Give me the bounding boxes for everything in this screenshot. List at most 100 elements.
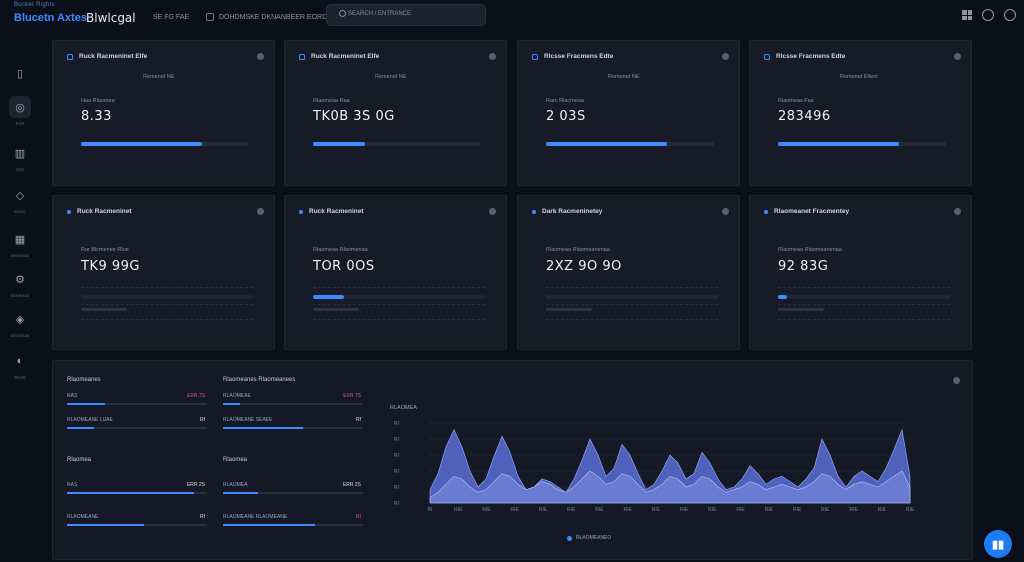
card-title-text: Rlcsse Fracmens Edte [544,53,614,60]
apps-grid-icon[interactable] [962,10,972,20]
sidebar-item-4[interactable]: ▦ EHASEAE [0,228,40,259]
x-tick-label: RIE [708,507,717,513]
more-options-icon[interactable] [722,53,729,60]
progress-bar [778,142,946,146]
metric-card[interactable]: Rlaomeanet Fracmentey Rlaomeaa Rlaomeanen… [749,195,972,350]
area-series-1 [429,470,911,504]
card-title-text: Rlaomeanet Fracmentey [774,208,850,215]
breadcrumb[interactable]: SE FG FAE [153,14,190,21]
metric-card[interactable]: Rlcsse Fracmens Edte Remenet NE Ram Rlacme… [517,40,740,186]
progress-bar [313,295,485,299]
progress-fill [546,142,667,146]
sidebar-item-0[interactable]: ▯ [0,62,40,87]
x-tick-label: RIE [511,507,520,513]
card-metric-value: TK0B 3S 0G [313,109,395,124]
more-options-icon[interactable] [257,53,264,60]
x-tick-label: RIE [652,507,661,513]
more-options-icon[interactable] [953,377,960,384]
card-metric-label: Rar Blcmenee Rlue [81,247,129,253]
brand-name: Blwlcgal [86,11,136,25]
stat-row-value: ERR 2S [342,482,361,488]
divider [546,304,718,305]
card-metric-value: 92 83G [778,259,829,274]
stat-row-label: RLAOMEAE [223,393,251,399]
more-options-icon[interactable] [489,53,496,60]
sidebar-item-label: EDSSHAS [10,293,30,298]
card-status-icon [764,209,768,214]
metric-card[interactable]: Ruck Racmeninet Elfe Remenet NE Rlaomeaa R… [284,40,507,186]
y-tick-label: RI [394,421,399,427]
more-options-icon[interactable] [954,208,961,215]
more-options-icon[interactable] [257,208,264,215]
users-icon: ◈ [15,313,25,326]
stat-row-fill [223,427,303,429]
card-metric-label: Rlaomeaa Raa [313,98,350,104]
sidebar-item-6[interactable]: ◈ GEOSSAE [0,308,40,339]
metric-card[interactable]: Ruck Racmeninet Rlaomeaa Rlaomenaa TOR 0OS [284,195,507,350]
more-options-icon[interactable] [722,208,729,215]
progress-fill [313,142,366,146]
chart-title: RLAOMEA [390,405,417,411]
stat-row-bar [223,427,363,429]
panel-section-title: Rlaomeanes Rlaomeanees [223,377,296,383]
chart-legend[interactable]: RLAOMEANEO [567,535,611,541]
panel-section-title: Rlaomeanes [67,377,101,383]
divider [81,287,253,288]
card-metric-label: Rlaomeaa Rlaomeanenaa [778,247,842,253]
x-tick-label: RIE [567,507,576,513]
metric-card[interactable]: Dark Racmeninetey Rlaomeaa Rlaomeanenaa 2X… [517,195,740,350]
sidebar-item-2[interactable]: ▥ SCE [0,142,40,173]
brand-logo-text[interactable]: Blucetn Axtes [14,12,87,24]
shield-icon: ◇ [15,189,25,202]
stat-row-label: RAS [67,393,78,399]
card-metric-label: Rlaomeaa Rlaomeanenaa [546,247,610,253]
search-input[interactable] [326,4,486,26]
top-bar: Bucket Rights Blucetn Axtes Blwlcgal SE … [0,0,1024,34]
card-title-text: Dark Racmeninetey [542,208,603,215]
user-avatar-icon[interactable] [1004,9,1016,21]
brand-tagline: Bucket Rights [14,2,55,8]
more-options-icon[interactable] [954,53,961,60]
sidebar-item-label: RUSS [14,375,26,380]
card-title: Ruck Racmeninet [299,208,364,215]
card-status-icon [67,209,71,214]
card-title-text: Rlcsse Fracmens Edte [776,53,846,60]
stat-row-fill [67,524,144,526]
y-tick-label: RI [394,437,399,443]
metric-card[interactable]: Rlcsse Fracmens Edte Remenet Ellem Rlaomea… [749,40,972,186]
progress-fill [81,142,202,146]
fab-button[interactable]: ▮▮ [984,530,1012,558]
x-tick-label: RIE [539,507,548,513]
card-title-text: Ruck Racmeninet [77,208,132,215]
secondary-bar [81,308,127,311]
metric-card[interactable]: Ruck Racmeninet Rar Blcmenee Rlue TK9 99G [52,195,275,350]
card-title: Ruck Racmeninet [67,208,132,215]
dashboard-icon: ◎ [9,96,31,118]
card-metric-label: Rlaomeas Fae [778,98,814,104]
metric-card[interactable]: Ruck Racmeninet Elfe Remenet NE Haa Rlaome… [52,40,275,186]
sidebar-item-7[interactable]: ◐ RUSS [0,350,40,380]
card-metric-value: 2XZ 9O 9O [546,259,622,274]
top-nav-label[interactable]: DOHDMSKE DKNANBEER EORD [219,13,328,21]
info-icon[interactable] [982,9,994,21]
stat-row-label: RLAOMEANE [67,514,99,520]
sidebar-item-3[interactable]: ◇ EUGS [0,184,40,215]
stat-row-label: RAS [67,482,78,488]
x-tick-label: RIE [595,507,604,513]
card-title-text: Ruck Racmeninet [309,208,364,215]
more-options-icon[interactable] [489,208,496,215]
sidebar-item-5[interactable]: ⚙ EDSSHAS [0,268,40,299]
top-nav[interactable]: DOHDMSKE DKNANBEER EORD [206,13,327,21]
sidebar: ▯ ◎ FOR ▥ SCE ◇ EUGS ▦ EHASEAE ⚙ EDSSHAS ◈ GEOSSAE ◐ R… [0,34,40,562]
card-title-text: Ruck Racmeninet Elfe [311,53,380,60]
x-tick-label: RIE [736,507,745,513]
clipboard-icon: ▯ [16,67,24,80]
card-subtitle: Remenet NE [375,74,407,80]
y-tick-label: RI [394,469,399,475]
sidebar-item-1[interactable]: ◎ FOR [0,96,40,126]
x-tick-label: RIE [680,507,689,513]
x-tick-label: RIE [906,507,915,513]
stat-row-bar [67,403,207,405]
settings-icon: ◐ [16,355,24,367]
card-subtitle: Remenet NE [608,74,640,80]
